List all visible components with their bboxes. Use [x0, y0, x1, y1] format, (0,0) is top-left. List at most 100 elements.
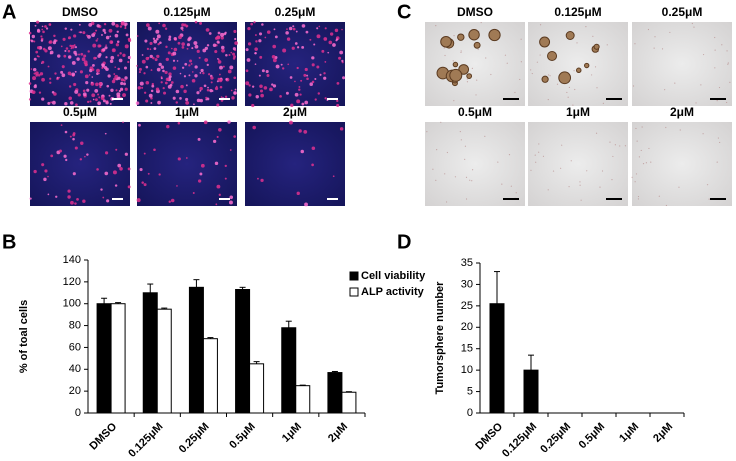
cell — [104, 151, 109, 155]
cell — [168, 35, 172, 39]
cell — [259, 55, 263, 59]
cell — [147, 56, 150, 59]
y-tick-label: 10 — [461, 364, 473, 376]
cell — [199, 98, 203, 103]
cell — [191, 71, 194, 73]
cell — [218, 73, 221, 76]
cell — [141, 54, 144, 56]
cell — [90, 81, 93, 84]
debris — [466, 81, 469, 83]
cell — [139, 81, 144, 86]
cell — [87, 50, 90, 53]
cell — [69, 44, 72, 48]
cell — [175, 101, 178, 104]
cell — [102, 196, 105, 199]
cell — [258, 74, 261, 77]
cell — [49, 23, 52, 26]
cell — [218, 42, 220, 44]
cell — [250, 22, 253, 26]
cell — [306, 77, 309, 81]
cell — [208, 32, 212, 35]
cell — [65, 158, 68, 162]
debris — [640, 149, 642, 152]
cell — [104, 46, 108, 50]
debris — [534, 154, 536, 156]
cell — [251, 85, 255, 88]
y-tick-label: 30 — [461, 278, 473, 290]
cell — [207, 73, 211, 76]
cell — [60, 45, 63, 48]
cell — [323, 72, 326, 75]
debris — [444, 173, 446, 175]
cell — [63, 154, 67, 158]
cell — [104, 132, 107, 135]
debris — [727, 63, 729, 65]
debris — [641, 126, 643, 128]
cell — [83, 60, 88, 65]
cell — [301, 24, 306, 28]
cell — [232, 47, 236, 51]
cell — [74, 89, 79, 94]
debris — [576, 42, 578, 44]
cell — [286, 37, 291, 41]
panel-label: B — [2, 231, 16, 253]
cell — [75, 103, 78, 107]
debris — [538, 151, 540, 153]
cell — [199, 172, 203, 176]
y-tick-label: 15 — [461, 343, 473, 355]
cell — [188, 36, 192, 41]
cell — [185, 25, 188, 28]
cell — [118, 58, 123, 63]
cell — [50, 154, 54, 158]
bar — [249, 363, 265, 414]
cell — [175, 89, 180, 94]
cell — [117, 54, 120, 57]
cell — [167, 51, 171, 55]
cell — [86, 88, 90, 92]
cell — [123, 82, 126, 86]
cell — [110, 88, 114, 93]
y-tick-label: 120 — [63, 276, 81, 288]
cell — [258, 32, 263, 36]
debris — [515, 192, 517, 194]
cell — [111, 48, 116, 53]
image-background — [30, 122, 130, 206]
cell — [105, 67, 109, 71]
cell — [177, 121, 181, 125]
cell — [254, 63, 257, 65]
cell — [285, 91, 289, 95]
cell — [176, 60, 179, 62]
cell — [78, 53, 81, 56]
cell — [136, 35, 139, 37]
cell — [197, 179, 202, 183]
cell — [82, 89, 86, 93]
cell — [199, 21, 203, 25]
debris — [519, 78, 521, 81]
debris — [590, 74, 593, 76]
debris — [634, 181, 636, 183]
cell — [100, 188, 103, 191]
cell — [258, 39, 262, 43]
cell — [61, 65, 65, 69]
cell — [150, 89, 154, 93]
cell — [167, 84, 172, 89]
cell — [314, 98, 317, 101]
cell — [138, 123, 141, 127]
cell — [216, 35, 221, 40]
cell — [252, 125, 256, 130]
cell — [292, 25, 295, 28]
cell — [153, 39, 158, 44]
cell — [151, 84, 155, 88]
sphere — [558, 71, 572, 85]
cell — [135, 101, 140, 105]
cell — [28, 31, 32, 35]
image-label: 0.125μM — [163, 5, 210, 19]
image-label: DMSO — [457, 5, 493, 19]
bar — [110, 303, 126, 414]
cell — [101, 34, 103, 36]
cell — [247, 27, 251, 31]
error-bar — [253, 361, 260, 364]
debris — [539, 24, 542, 26]
cell — [185, 157, 188, 159]
